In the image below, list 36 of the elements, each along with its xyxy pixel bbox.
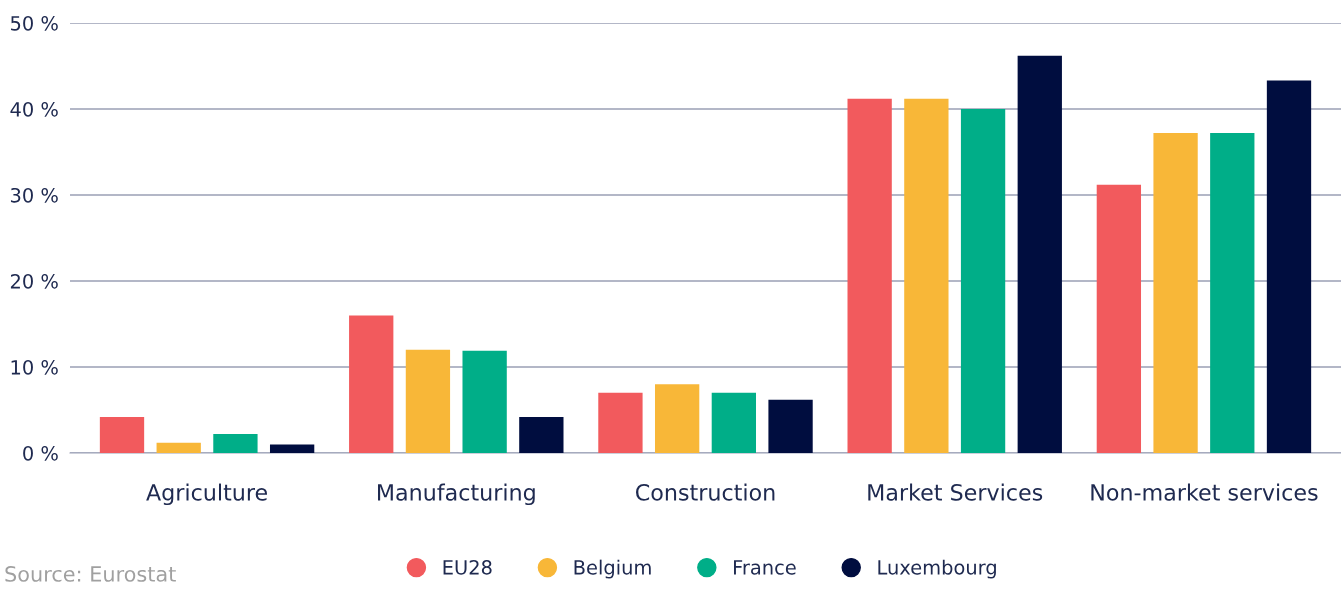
bar [99,416,145,453]
bar [1096,184,1142,453]
bar [405,349,451,453]
bar [1153,133,1198,453]
bar [349,315,394,453]
legend-label: Belgium [574,559,651,579]
x-tick-label: Non-market services [1091,483,1318,501]
bar [654,384,700,453]
bar [519,416,564,453]
legend-label: EU28 [443,559,492,575]
bar [1266,80,1312,453]
y-tick-label: 40 % [10,101,58,117]
bar [768,399,813,453]
bar [269,444,315,453]
x-tick-label: Market Services [868,483,1043,501]
y-tick-label: 30 % [10,187,58,203]
x-tick-label: Manufacturing [378,483,535,506]
bar [960,109,1006,453]
source-note: Source: Eurostat [5,566,176,582]
bar [156,442,201,453]
y-tick-label: 20 % [10,273,58,289]
bar [1017,55,1062,453]
y-tick-label: 10 % [11,359,58,375]
bar [1210,133,1255,453]
bar [847,98,892,453]
bar [462,350,507,453]
x-tick-label: Construction [636,483,775,501]
bar [598,392,643,453]
legend-label: France [734,560,796,575]
y-tick-label: 0 % [23,445,58,461]
x-tick-label: Agriculture [146,483,267,506]
bar [904,98,949,453]
bar [711,392,757,453]
bar [213,434,258,453]
y-tick-label: 50 % [10,15,58,31]
legend-label: Luxembourg [878,559,996,579]
